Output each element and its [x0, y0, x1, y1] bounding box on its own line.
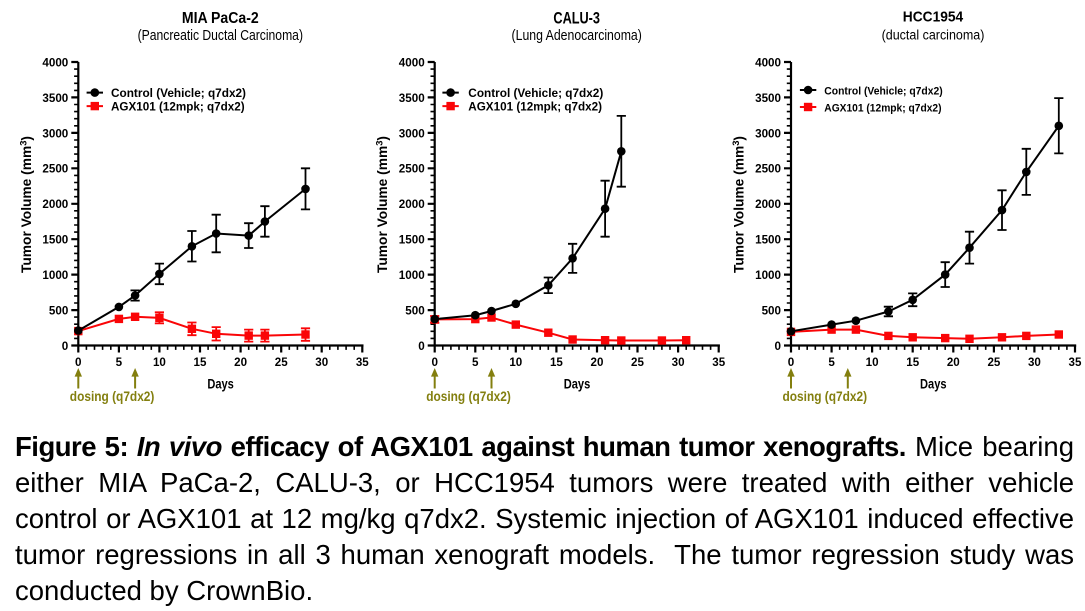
svg-text:2500: 2500: [42, 162, 68, 176]
svg-text:30: 30: [315, 355, 328, 369]
svg-text:4000: 4000: [399, 55, 425, 69]
svg-text:3500: 3500: [755, 91, 781, 105]
svg-text:0: 0: [75, 355, 82, 369]
svg-text:3000: 3000: [399, 126, 425, 140]
svg-text:0: 0: [788, 355, 795, 369]
svg-text:(Pancreatic Ductal Carcinoma): (Pancreatic Ductal Carcinoma): [138, 28, 303, 44]
svg-text:2500: 2500: [755, 162, 781, 176]
svg-text:15: 15: [906, 355, 919, 369]
svg-text:1500: 1500: [399, 233, 425, 247]
svg-text:3000: 3000: [755, 126, 781, 140]
svg-text:CALU-3: CALU-3: [553, 10, 600, 28]
svg-text:3000: 3000: [42, 126, 68, 140]
svg-text:20: 20: [947, 355, 960, 369]
svg-text:1500: 1500: [42, 233, 68, 247]
svg-text:Control (Vehicle; q7dx2): Control (Vehicle; q7dx2): [824, 85, 943, 97]
svg-text:15: 15: [194, 355, 207, 369]
svg-text:4000: 4000: [755, 55, 781, 69]
svg-text:3500: 3500: [42, 91, 68, 105]
svg-text:0: 0: [62, 339, 69, 353]
svg-text:500: 500: [405, 304, 424, 318]
svg-text:15: 15: [550, 355, 563, 369]
svg-text:5: 5: [472, 355, 479, 369]
svg-text:1500: 1500: [755, 233, 781, 247]
svg-text:2000: 2000: [755, 197, 781, 211]
svg-text:500: 500: [762, 304, 781, 318]
svg-text:(ductal carcinoma): (ductal carcinoma): [882, 27, 985, 43]
svg-text:Days: Days: [920, 376, 947, 392]
svg-text:dosing (q7dx2): dosing (q7dx2): [70, 389, 155, 404]
svg-text:25: 25: [987, 355, 1000, 369]
svg-text:30: 30: [672, 355, 685, 369]
svg-text:Days: Days: [564, 376, 591, 392]
svg-text:Tumor Volume (mm3): Tumor Volume (mm3): [374, 136, 390, 273]
svg-text:3500: 3500: [399, 91, 425, 105]
svg-text:AGX101 (12mpk; q7dx2): AGX101 (12mpk; q7dx2): [824, 102, 941, 114]
svg-text:35: 35: [356, 355, 369, 369]
svg-text:25: 25: [631, 355, 644, 369]
svg-text:2500: 2500: [399, 162, 425, 176]
svg-text:1000: 1000: [42, 268, 68, 282]
svg-text:0: 0: [431, 355, 438, 369]
svg-text:5: 5: [828, 355, 835, 369]
svg-text:4000: 4000: [42, 55, 68, 69]
svg-text:0: 0: [418, 339, 425, 353]
svg-text:Tumor Volume (mm3): Tumor Volume (mm3): [731, 136, 747, 273]
svg-text:Tumor Volume (mm3): Tumor Volume (mm3): [18, 136, 34, 273]
svg-text:HCC1954: HCC1954: [903, 9, 964, 25]
svg-text:25: 25: [275, 355, 288, 369]
svg-text:30: 30: [1028, 355, 1041, 369]
svg-text:0: 0: [775, 339, 782, 353]
svg-text:AGX101 (12mpk; q7dx2): AGX101 (12mpk; q7dx2): [468, 99, 602, 113]
svg-text:35: 35: [712, 355, 725, 369]
svg-text:2000: 2000: [399, 197, 425, 211]
svg-text:AGX101 (12mpk; q7dx2): AGX101 (12mpk; q7dx2): [111, 99, 245, 113]
svg-text:(Lung Adenocarcinoma): (Lung Adenocarcinoma): [512, 28, 642, 44]
svg-text:Days: Days: [207, 376, 234, 392]
svg-text:5: 5: [116, 355, 123, 369]
svg-text:500: 500: [49, 304, 68, 318]
svg-text:Control (Vehicle; q7dx2): Control (Vehicle; q7dx2): [468, 86, 603, 100]
svg-text:2000: 2000: [42, 197, 68, 211]
svg-text:1000: 1000: [399, 268, 425, 282]
svg-text:35: 35: [1069, 355, 1082, 369]
svg-text:1000: 1000: [755, 268, 781, 282]
svg-text:10: 10: [153, 355, 166, 369]
svg-text:10: 10: [509, 355, 522, 369]
svg-text:20: 20: [591, 355, 604, 369]
svg-text:dosing (q7dx2): dosing (q7dx2): [426, 389, 511, 404]
svg-text:20: 20: [234, 355, 247, 369]
svg-text:dosing (q7dx2): dosing (q7dx2): [783, 389, 868, 404]
svg-text:Control (Vehicle; q7dx2): Control (Vehicle; q7dx2): [111, 86, 246, 100]
svg-text:10: 10: [866, 355, 879, 369]
svg-text:MIA PaCa-2: MIA PaCa-2: [182, 10, 259, 27]
